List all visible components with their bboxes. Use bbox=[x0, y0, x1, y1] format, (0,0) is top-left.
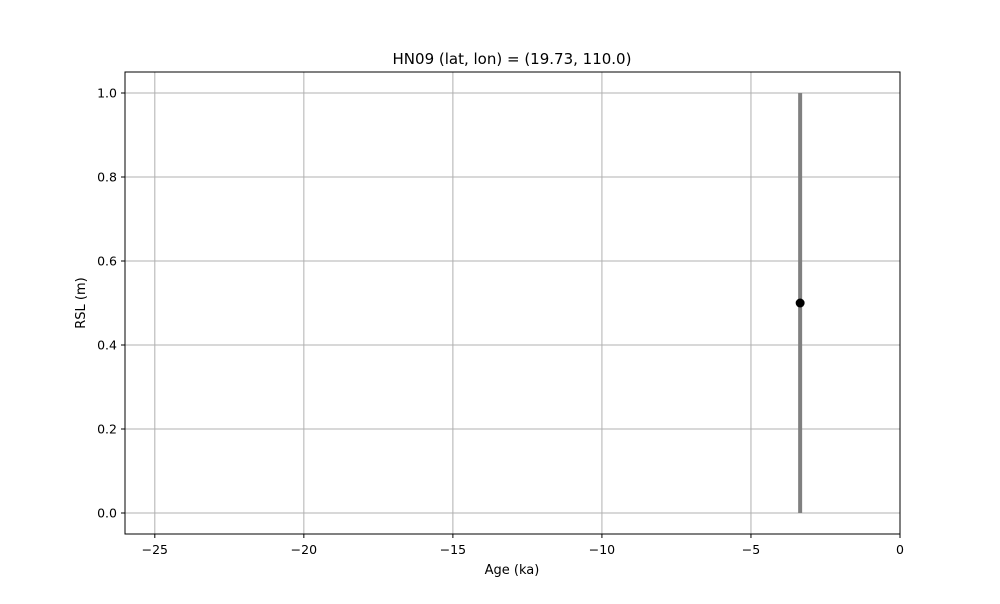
y-tick-label: 0.8 bbox=[97, 170, 117, 185]
chart-title: HN09 (lat, lon) = (19.73, 110.0) bbox=[393, 50, 632, 68]
ticks-layer: −25 −20 −15 −10 −5 0 0.0 0.2 0.4 0.6 0.8 1.0 bbox=[97, 86, 904, 558]
x-tick-label: −20 bbox=[291, 542, 317, 557]
y-tick-label: 0.0 bbox=[97, 506, 117, 521]
x-tick-label: 0 bbox=[896, 542, 904, 557]
x-tick-label: −25 bbox=[142, 542, 168, 557]
y-tick-label: 0.6 bbox=[97, 254, 117, 269]
x-tick-label: −10 bbox=[589, 542, 615, 557]
x-axis-label: Age (ka) bbox=[485, 563, 540, 578]
y-tick-label: 1.0 bbox=[97, 86, 117, 101]
x-tick-label: −5 bbox=[742, 542, 760, 557]
y-axis-label: RSL (m) bbox=[74, 277, 89, 328]
y-tick-label: 0.4 bbox=[97, 338, 117, 353]
rsl-data-point bbox=[795, 298, 805, 308]
plot-frame bbox=[124, 71, 901, 535]
y-tick-label: 0.2 bbox=[97, 422, 117, 437]
x-tick-label: −15 bbox=[440, 542, 466, 557]
marks-layer bbox=[795, 93, 805, 513]
grid-layer bbox=[125, 72, 901, 534]
